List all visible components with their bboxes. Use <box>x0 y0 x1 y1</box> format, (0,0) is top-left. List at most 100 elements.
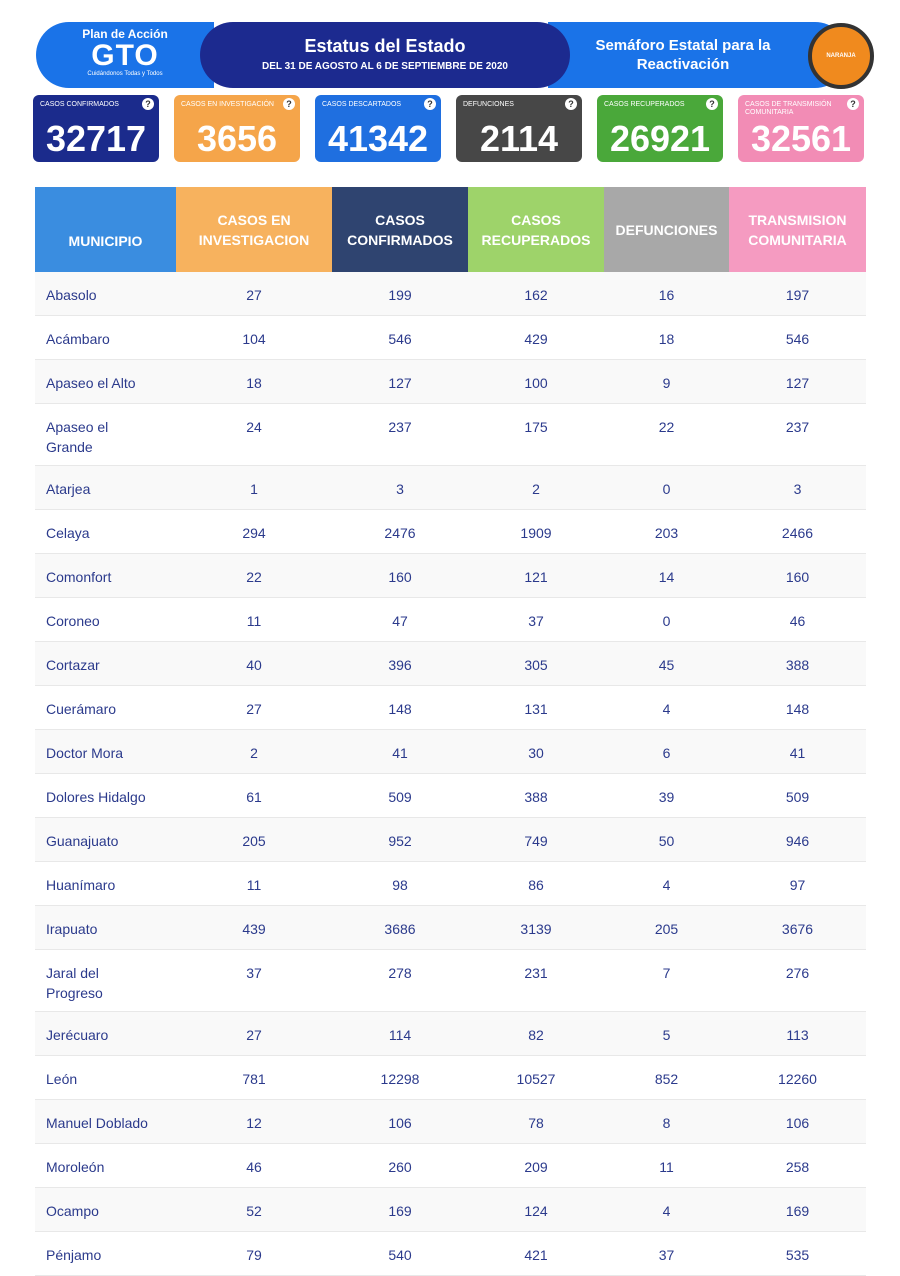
value-cell: 209 <box>468 1143 604 1188</box>
value-cell: 22 <box>604 403 729 466</box>
cell-value: 2 <box>532 481 540 497</box>
value-cell: 852 <box>604 1055 729 1100</box>
cell-value: 97 <box>789 877 806 893</box>
help-icon: ? <box>847 98 859 110</box>
cell-value: 11 <box>246 877 262 893</box>
municipio: Dolores Hidalgo <box>46 789 146 805</box>
value-cell: 2 <box>468 465 604 510</box>
value-cell: 294 <box>176 509 332 554</box>
cell-value: 7 <box>662 965 671 981</box>
municipio: Moroleón <box>46 1159 105 1175</box>
cell-value: 148 <box>388 701 412 717</box>
cell-value: 294 <box>242 525 266 541</box>
cell-value: 781 <box>242 1071 266 1087</box>
table-row: Irapuato 439 3686 3139 205 3676 <box>35 905 866 950</box>
municipio-cell: Moroleón <box>35 1143 176 1188</box>
cell-value: 540 <box>388 1247 412 1263</box>
stat-label: CASOS DESCARTADOS <box>322 101 402 108</box>
municipio-cell: Jerécuaro <box>35 1011 176 1056</box>
value-cell: 148 <box>332 685 468 730</box>
cell-value: 37 <box>528 613 544 629</box>
cell-value: 10527 <box>516 1071 556 1087</box>
cell-value: 205 <box>654 921 679 937</box>
value-cell: 40 <box>176 641 332 686</box>
value-cell: 47 <box>332 597 468 642</box>
value-cell: 160 <box>332 553 468 598</box>
cell-value: 1 <box>250 481 258 497</box>
cell-value: 100 <box>524 375 548 391</box>
table-row: Moroleón 46 260 209 11 258 <box>35 1143 866 1188</box>
table-row: Dolores Hidalgo 61 509 388 39 509 <box>35 773 866 818</box>
value-cell: 197 <box>729 272 866 316</box>
cell-value: 12 <box>246 1115 262 1131</box>
stat-card: CASOS EN INVESTIGACIÓN 3656? <box>174 95 300 162</box>
value-cell: 10527 <box>468 1055 604 1100</box>
stat-value: 41342 <box>327 118 429 159</box>
value-cell: 27 <box>176 272 332 316</box>
help-icon: ? <box>565 98 577 110</box>
value-cell: 114 <box>332 1011 468 1056</box>
value-cell: 27 <box>176 685 332 730</box>
value-cell: 148 <box>729 685 866 730</box>
municipio-cell: Ocampo <box>35 1187 176 1232</box>
cell-value: 47 <box>392 613 408 629</box>
cell-value: 199 <box>388 287 412 303</box>
cell-value: 237 <box>785 419 810 435</box>
cards: CASOS CONFIRMADOS 32717? CASOS EN INVESTIG… <box>33 95 868 162</box>
semaforo: Semáforo Estatal para la Reactivación <box>548 22 848 88</box>
value-cell: 37 <box>604 1231 729 1276</box>
municipio: Cortazar <box>46 657 100 673</box>
cell-value: 46 <box>789 613 806 629</box>
cell-value: 39 <box>658 789 675 805</box>
cell-value: 41 <box>789 745 806 761</box>
subtitle: DEL 31 DE AGOSTO AL 6 DE SEPTIEMBRE DE 2… <box>261 61 508 72</box>
cell-value: 197 <box>785 287 810 303</box>
municipio: Acámbaro <box>46 331 110 347</box>
table-row: Comonfort 22 160 121 14 160 <box>35 553 866 598</box>
value-cell: 3139 <box>468 905 604 950</box>
cell-value: 127 <box>388 375 412 391</box>
cell-value: 3 <box>396 481 404 497</box>
stat-value: 32717 <box>45 118 147 159</box>
cell-value: 852 <box>654 1071 679 1087</box>
value-cell: 18 <box>604 315 729 360</box>
cell-value: 114 <box>388 1027 412 1043</box>
cell-value: 18 <box>246 375 262 391</box>
stat-card: CASOS CONFIRMADOS 32717? <box>33 95 159 162</box>
cell-value: 79 <box>246 1247 262 1263</box>
cell-value: 3139 <box>520 921 552 937</box>
page: Plan de Acción GTO Cuidándonos Todas y T… <box>33 22 874 1276</box>
cell-value: 2476 <box>384 525 416 541</box>
municipio: Jaral del Progreso <box>46 965 103 1001</box>
cell-value: 41 <box>392 745 408 761</box>
value-cell: 1909 <box>468 509 604 554</box>
table-row: Apaseo el Alto 18 127 100 9 127 <box>35 359 866 404</box>
value-cell: 127 <box>729 359 866 404</box>
cell-value: 160 <box>388 569 412 585</box>
municipio: Comonfort <box>46 569 112 585</box>
cell-value: 1909 <box>520 525 552 541</box>
value-cell: 100 <box>468 359 604 404</box>
cell-value: 37 <box>658 1247 675 1263</box>
column-header: TRANSMISION COMUNITARIA <box>729 187 866 272</box>
value-cell: 39 <box>604 773 729 818</box>
cell-value: 78 <box>528 1115 544 1131</box>
value-cell: 231 <box>468 949 604 1012</box>
cell-value: 113 <box>786 1027 809 1043</box>
cell-value: 27 <box>246 701 262 717</box>
value-cell: 104 <box>176 315 332 360</box>
cell-value: 162 <box>524 287 548 303</box>
cell-value: 11 <box>659 1159 674 1175</box>
column-header: CASOS CONFIRMADOS <box>332 187 468 272</box>
value-cell: 3686 <box>332 905 468 950</box>
value-cell: 1 <box>176 465 332 510</box>
value-cell: 429 <box>468 315 604 360</box>
cell-value: 16 <box>658 287 675 303</box>
municipio: León <box>46 1071 78 1087</box>
value-cell: 8 <box>604 1099 729 1144</box>
cell-value: 305 <box>524 657 548 673</box>
value-cell: 203 <box>604 509 729 554</box>
value-cell: 78 <box>468 1099 604 1144</box>
cell-value: 24 <box>246 419 262 435</box>
cell-value: 169 <box>388 1203 412 1219</box>
